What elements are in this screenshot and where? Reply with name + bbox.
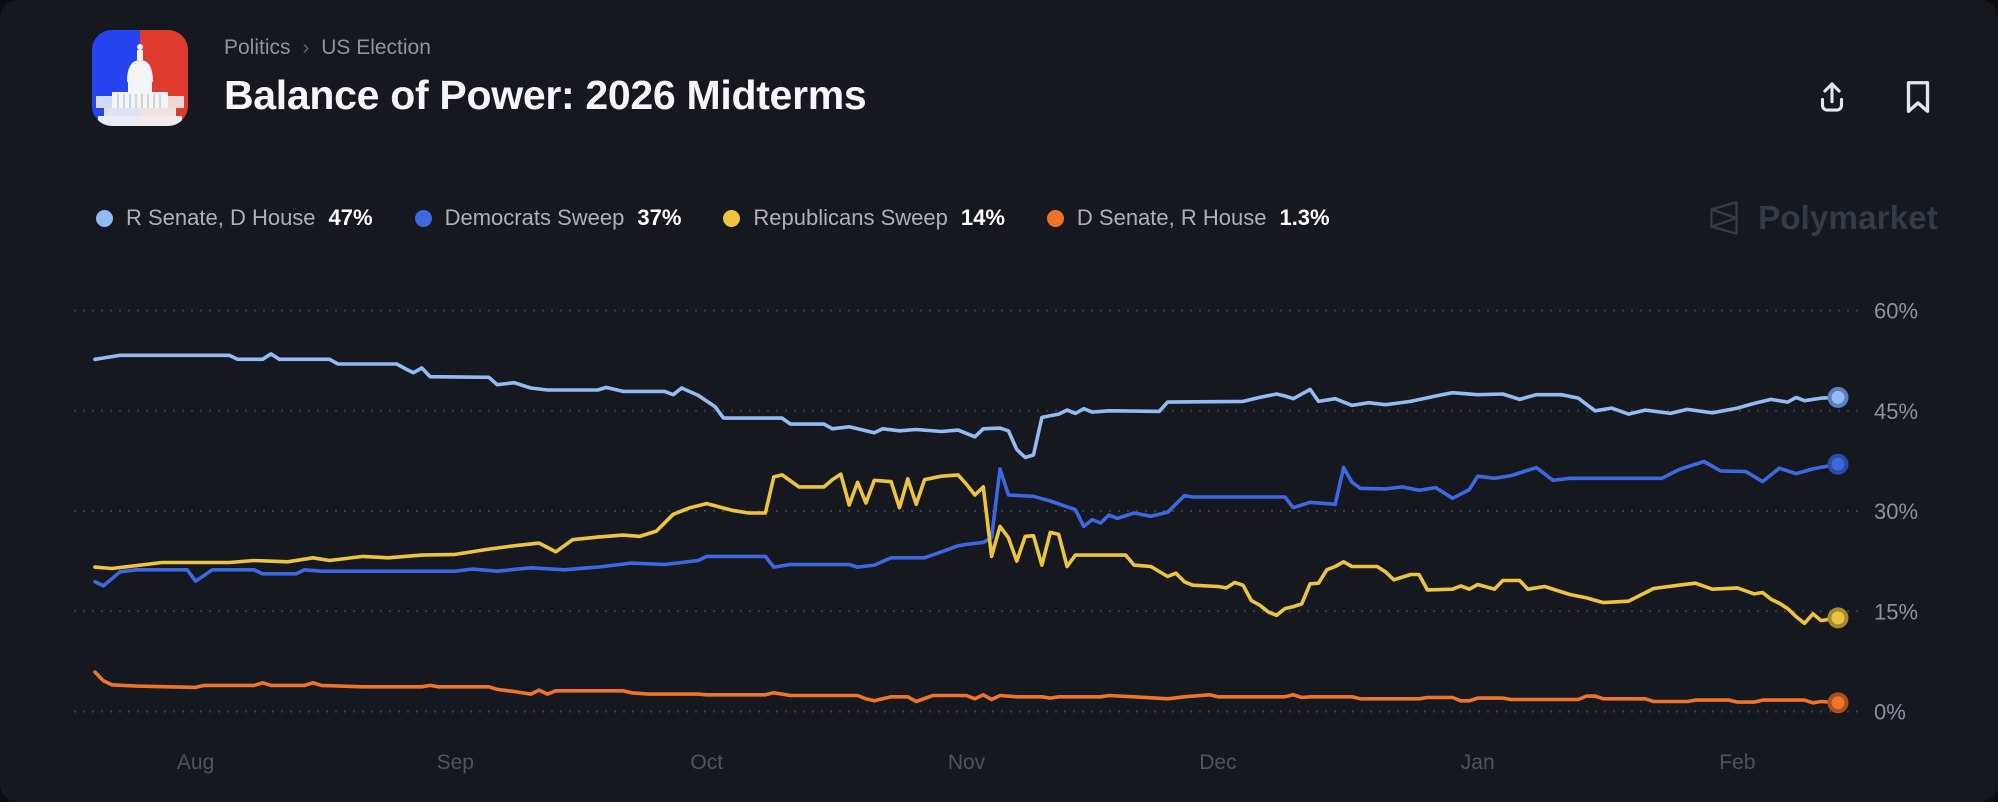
capitol-icon — [96, 44, 184, 126]
legend-value: 47% — [328, 205, 373, 230]
share-button[interactable] — [1812, 78, 1852, 118]
legend-item-republicans-sweep[interactable]: Republicans Sweep 14% — [723, 205, 1005, 231]
legend-item-democrats-sweep[interactable]: Democrats Sweep 37% — [414, 205, 682, 231]
x-axis-label: Feb — [1719, 751, 1755, 774]
series-endpoint-democrats-sweep — [1827, 453, 1849, 475]
y-axis-label: 15% — [1874, 599, 1918, 624]
breadcrumb: Politics › US Election — [224, 36, 866, 60]
x-axis-label: Oct — [690, 751, 723, 774]
legend-dot — [96, 209, 113, 227]
page-title: Balance of Power: 2026 Midterms — [224, 72, 867, 118]
header: Politics › US Election Balance of Power:… — [92, 30, 867, 126]
x-axis-label: Dec — [1199, 751, 1236, 774]
series-line-r-senate-d-house — [93, 352, 1840, 460]
y-axis-label: 0% — [1874, 700, 1906, 725]
bookmark-icon — [1906, 81, 1930, 113]
series-endpoint-r-senate-d-house — [1827, 386, 1849, 408]
legend-value: 1.3% — [1279, 205, 1330, 230]
legend-label: R Senate, D House — [126, 205, 316, 230]
breadcrumb-separator-icon: › — [302, 36, 310, 59]
series-endpoint-d-senate-r-house — [1827, 692, 1849, 714]
header-actions — [1812, 78, 1938, 118]
series-line-d-senate-r-house — [93, 670, 1840, 705]
x-axis-label: Jan — [1461, 751, 1495, 774]
breadcrumb-politics[interactable]: Politics — [224, 36, 291, 59]
polymarket-watermark: Polymarket — [1702, 196, 1938, 240]
legend-value: 14% — [960, 205, 1005, 230]
y-axis-label: 45% — [1874, 399, 1918, 424]
legend-dot — [414, 209, 432, 227]
legend-dot — [723, 209, 741, 227]
legend-dot — [1046, 209, 1064, 227]
series-endpoint-republicans-sweep — [1827, 607, 1849, 629]
polymarket-logo-icon — [1710, 201, 1738, 235]
share-icon — [1820, 82, 1844, 112]
series-line-democrats-sweep — [93, 459, 1840, 588]
y-axis-label: 60% — [1874, 299, 1918, 324]
legend-value: 37% — [637, 205, 682, 230]
breadcrumb-us-election[interactable]: US Election — [321, 36, 431, 59]
legend-label: Republicans Sweep — [753, 205, 948, 230]
bookmark-button[interactable] — [1898, 78, 1938, 118]
series-line-republicans-sweep — [93, 472, 1840, 626]
watermark-text: Polymarket — [1758, 199, 1938, 236]
legend-item-r-senate-d-house[interactable]: R Senate, D House 47% — [96, 205, 373, 231]
market-avatar — [92, 30, 188, 126]
x-axis-label: Sep — [437, 751, 474, 774]
y-axis-label: 30% — [1874, 499, 1918, 524]
legend-item-d-senate-r-house[interactable]: D Senate, R House 1.3% — [1046, 205, 1330, 231]
chart-legend: R Senate, D House 47% Democrats Sweep 37… — [96, 205, 1330, 231]
legend-label: Democrats Sweep — [444, 205, 625, 230]
legend-label: D Senate, R House — [1076, 205, 1267, 230]
x-axis-label: Nov — [948, 751, 986, 774]
x-axis-label: Aug — [177, 751, 214, 774]
legend-row: R Senate, D House 47% Democrats Sweep 37… — [96, 196, 1938, 240]
